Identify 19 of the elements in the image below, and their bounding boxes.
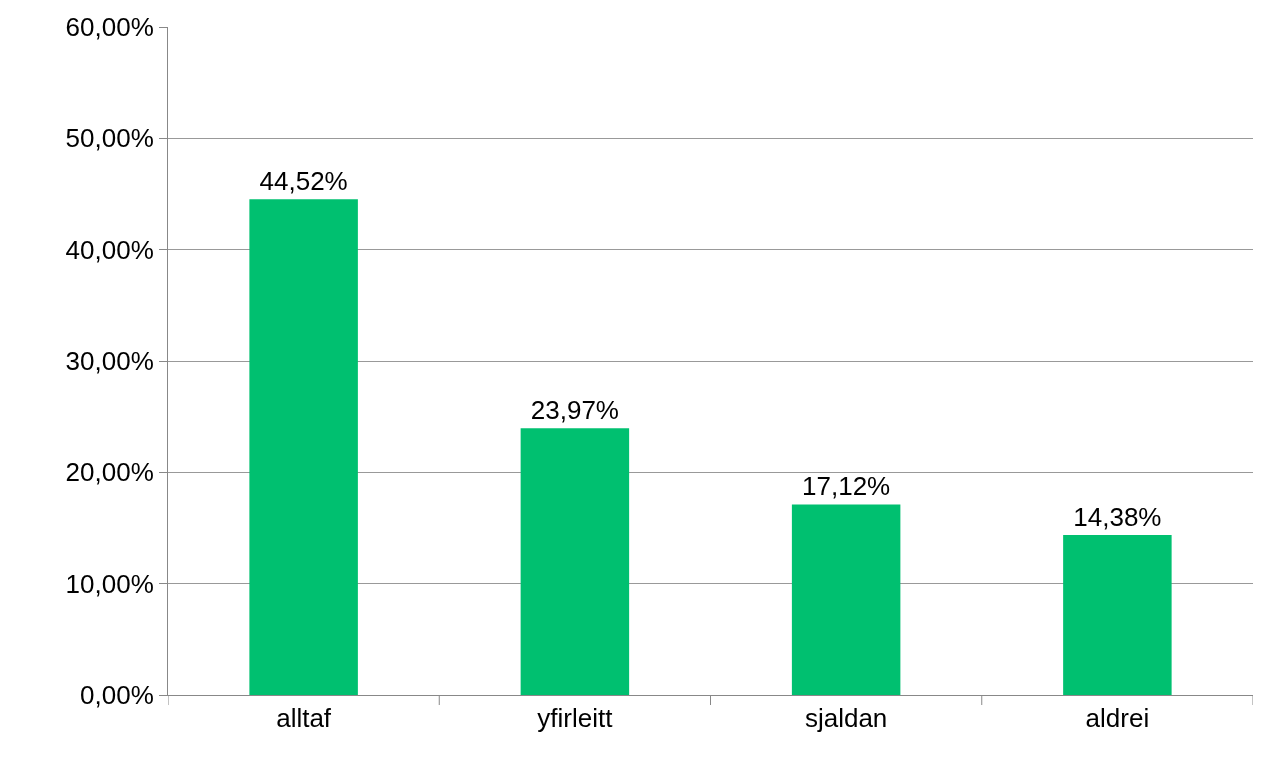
x-tick-label: aldrei [1085,703,1150,734]
data-label: 17,12% [802,471,891,502]
x-tick-label: yfirleitt [537,703,614,734]
y-tick-label: 50,00% [65,123,154,154]
y-tick-label: 30,00% [65,346,154,377]
bar [249,199,358,695]
y-tick-label: 20,00% [65,457,154,488]
bar [520,428,630,695]
bar [1063,534,1172,695]
data-label: 14,38% [1073,501,1162,532]
y-tick-label: 40,00% [65,234,154,265]
data-label: 23,97% [530,395,619,426]
data-label: 44,52% [259,166,348,197]
y-tick-label: 10,00% [65,568,154,599]
bar [791,504,901,695]
y-tick-label: 60,00% [65,12,154,43]
x-tick-label: sjaldan [804,703,888,734]
x-tick-label: alltaf [276,703,332,734]
y-tick-label: 0,00% [80,680,154,711]
